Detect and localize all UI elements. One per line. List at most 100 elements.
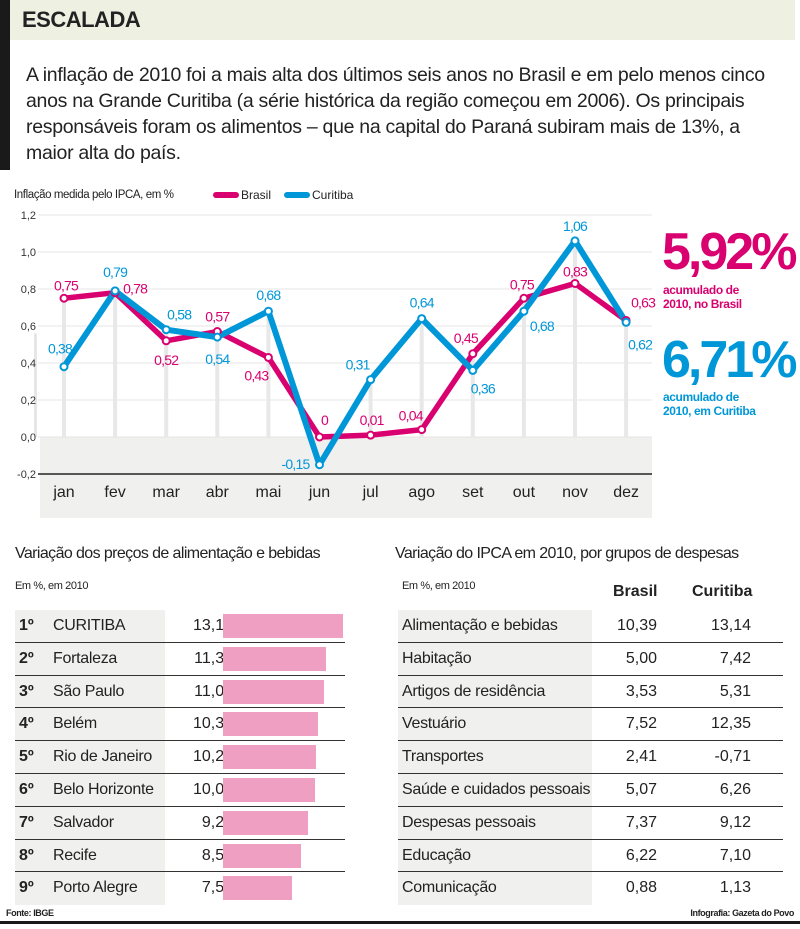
data-point <box>366 430 376 440</box>
data-label: 0 <box>321 412 329 428</box>
group-name: Alimentação e bebidas <box>402 617 558 634</box>
legend-label: Brasil <box>241 188 271 202</box>
cell-background <box>15 806 165 839</box>
table-row: Educação 6,22 7,10 <box>398 839 783 873</box>
data-point <box>315 432 324 442</box>
y-tick-label: 0,8 <box>21 284 36 296</box>
y-tick-label: 0,6 <box>21 321 36 333</box>
group-name: Educação <box>402 846 471 864</box>
data-label: 0,57 <box>205 309 230 325</box>
x-tick-label: out <box>513 484 536 501</box>
brasil-value: 2,41 <box>625 748 657 766</box>
data-label: 0,36 <box>471 380 496 396</box>
legend-label: Curitiba <box>312 188 354 202</box>
cell-background <box>15 773 165 806</box>
cell-background <box>15 642 165 675</box>
rank: 5º <box>19 748 34 766</box>
data-label: -0,15 <box>282 456 311 472</box>
city-name: Porto Alegre <box>53 879 138 897</box>
x-tick-label: dez <box>613 484 639 501</box>
brasil-value: 5,00 <box>625 649 657 667</box>
value-bar <box>223 876 292 901</box>
cell-background <box>15 839 165 872</box>
data-point <box>468 365 478 375</box>
data-label: 0,04 <box>399 408 424 424</box>
data-point <box>366 375 376 385</box>
table-row: Habitação 5,00 7,42 <box>398 642 783 676</box>
source-note: Fonte: IBGE <box>6 908 54 918</box>
cell-background <box>15 610 165 642</box>
rank: 3º <box>19 682 34 700</box>
rank: 2º <box>19 649 34 667</box>
table-row: 3º São Paulo 11,05 <box>15 675 345 709</box>
y-tick-label: 0,0 <box>21 432 36 444</box>
x-tick-label: fev <box>104 484 125 501</box>
curitiba-value: 5,31 <box>719 682 751 700</box>
table-row: 1º CURITIBA 13,14 <box>15 610 345 643</box>
group-name: Despesas pessoais <box>402 813 536 831</box>
curitiba-value: 6,26 <box>719 780 751 798</box>
y-tick-label: -0,2 <box>17 469 36 481</box>
curitiba-value: 9,12 <box>719 813 751 831</box>
food-price-table: 1º CURITIBA 13,14 2º Fortaleza 11,31 3º … <box>15 610 345 906</box>
total-curitiba-caption: acumulado de 2010, em Curitiba <box>663 390 756 418</box>
groups-table-subtitle: Em %, em 2010 <box>402 580 476 592</box>
cell-background <box>398 610 592 642</box>
value-bar <box>223 777 315 802</box>
data-label: 0,58 <box>167 307 192 323</box>
rank: 7º <box>19 813 34 831</box>
rank: 6º <box>19 780 34 798</box>
x-tick-label: mar <box>152 484 180 501</box>
y-tick-label: 0,2 <box>21 395 36 407</box>
cell-background <box>398 872 592 906</box>
brasil-value: 3,53 <box>625 682 657 700</box>
total-curitiba-value: 6,71% <box>662 331 797 389</box>
data-label: 0,01 <box>360 412 385 428</box>
curitiba-value: 1,13 <box>719 879 751 897</box>
bottom-rule <box>0 921 800 924</box>
caption-line: acumulado de <box>663 283 739 297</box>
data-point <box>621 317 631 327</box>
caption-line: acumulado de <box>663 390 739 404</box>
data-point <box>263 352 273 362</box>
data-label: 0,79 <box>103 264 128 280</box>
groups-table-title: Variação do IPCA em 2010, por grupos de … <box>395 545 739 562</box>
table-row: 6º Belo Horizonte 10,03 <box>15 773 345 807</box>
data-point <box>570 236 580 246</box>
data-label: 0,75 <box>510 276 535 292</box>
group-name: Saúde e cuidados pessoais <box>402 780 591 798</box>
data-label: 0,83 <box>563 263 588 279</box>
data-label: 1,06 <box>563 218 588 234</box>
x-tick-label: mai <box>256 484 282 501</box>
data-label: 0,62 <box>628 336 653 352</box>
data-point <box>468 349 478 359</box>
total-brasil-value: 5,92% <box>662 223 797 281</box>
data-label: 0,45 <box>454 330 479 346</box>
data-point <box>417 425 427 435</box>
x-tick-label: nov <box>562 484 588 501</box>
data-label: 0,38 <box>48 341 73 357</box>
brasil-value: 7,37 <box>625 813 657 831</box>
brasil-value: 10,39 <box>616 617 657 634</box>
x-tick-label: jul <box>362 484 379 501</box>
inflation-line-chart: 1,2 1,0 0,8 0,6 0,4 0,2 0,0 -0,2 jan fev mar abr mai… <box>14 188 657 518</box>
chart-title: Inflação medida pelo IPCA, em % <box>14 189 174 201</box>
cell-background <box>15 872 165 906</box>
x-tick-label: jan <box>52 484 74 501</box>
group-name: Vestuário <box>402 715 467 733</box>
data-label: 0,43 <box>244 367 269 383</box>
data-point <box>263 306 273 316</box>
rank: 9º <box>19 879 34 897</box>
cell-background <box>15 675 165 708</box>
city-name: Recife <box>53 846 97 864</box>
data-label: 0,68 <box>530 318 555 334</box>
data-label: 0,64 <box>410 295 435 311</box>
cell-background <box>15 708 165 741</box>
data-point <box>212 332 222 342</box>
data-point <box>519 293 529 303</box>
data-label: 0,68 <box>256 287 281 303</box>
value: 10,21 <box>192 748 233 766</box>
curitiba-value: 12,35 <box>710 715 751 733</box>
data-label: 0,31 <box>346 357 371 373</box>
